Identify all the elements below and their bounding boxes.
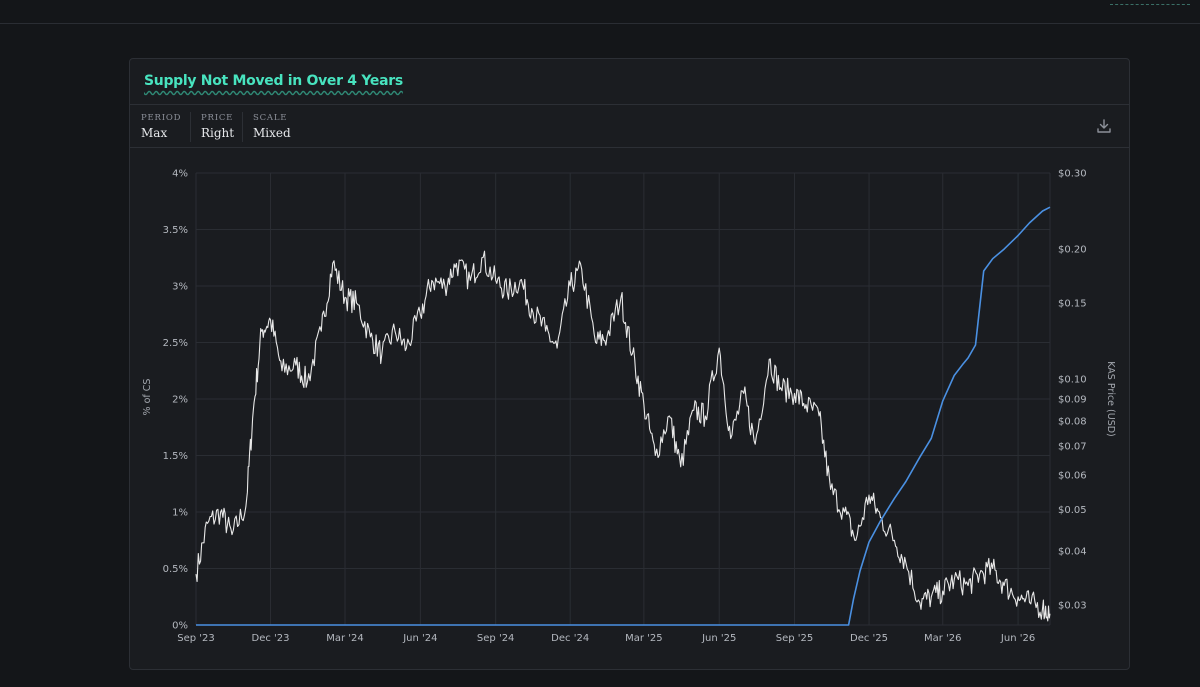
y2-tick-label: $0.30: [1058, 169, 1087, 180]
card-header: Supply Not Moved in Over 4 Years: [130, 59, 1129, 105]
chart-controls: PERIOD Max PRICE Right SCALE Mixed: [130, 105, 1129, 148]
y2-axis-title: KAS Price (USD): [1105, 361, 1116, 437]
x-tick-label: Sep '25: [776, 633, 814, 644]
top-bar-indicator: [1110, 0, 1190, 5]
y-tick-label: 3%: [172, 282, 188, 293]
period-control[interactable]: PERIOD Max: [141, 112, 191, 142]
y2-tick-label: $0.20: [1058, 245, 1087, 256]
y-tick-label: 0%: [172, 621, 188, 632]
y-axis-right: $0.03 $0.04 $0.05 $0.06 $0.07 $0.08 $0.09 $0.10…: [1058, 169, 1087, 612]
chart-card: Supply Not Moved in Over 4 Years PERIOD …: [129, 58, 1130, 670]
y2-tick-label: $0.15: [1058, 299, 1087, 310]
x-tick-label: Sep '24: [477, 633, 515, 644]
scale-value[interactable]: Mixed: [253, 126, 291, 140]
price-value[interactable]: Right: [201, 126, 235, 140]
y-axis-title: % of CS: [142, 379, 153, 416]
price-control[interactable]: PRICE Right: [190, 112, 244, 142]
x-tick-label: Sep '23: [177, 633, 215, 644]
y-axis-left: 0% 0.5% 1% 1.5% 2% 2.5% 3% 3.5% 4%: [163, 169, 188, 632]
x-tick-label: Jun '25: [701, 633, 736, 644]
scale-control[interactable]: SCALE Mixed: [242, 112, 301, 142]
y2-tick-label: $0.03: [1058, 601, 1087, 612]
y2-tick-label: $0.04: [1058, 547, 1087, 558]
x-tick-label: Dec '25: [850, 633, 888, 644]
download-button[interactable]: [1095, 117, 1113, 135]
supply-line: [195, 250, 1051, 622]
x-tick-label: Jun '24: [402, 633, 437, 644]
line-chart: 0%0.5%1%1.5%2%2.5%3%3.5%4% $0.03$0.04$0.…: [142, 169, 1116, 645]
x-tick-label: Mar '24: [326, 633, 364, 644]
x-tick-label: Dec '23: [252, 633, 290, 644]
x-tick-label: Dec '24: [551, 633, 589, 644]
price-label: PRICE: [201, 113, 234, 123]
y-tick-label: 0.5%: [163, 564, 188, 575]
scale-label: SCALE: [253, 113, 288, 123]
x-tick-label: Mar '25: [625, 633, 663, 644]
period-value[interactable]: Max: [141, 126, 168, 140]
y-tick-label: 4%: [172, 169, 188, 180]
download-icon: [1097, 119, 1111, 133]
x-tick-label: Jun '26: [1000, 633, 1035, 644]
y2-tick-label: $0.09: [1058, 395, 1087, 406]
chart-series: [195, 206, 1051, 626]
y2-tick-label: $0.06: [1058, 471, 1087, 482]
y2-tick-label: $0.10: [1058, 375, 1087, 386]
price-line: [196, 206, 1051, 626]
chart-grid: [195, 172, 1051, 626]
y-tick-label: 2.5%: [163, 338, 188, 349]
top-bar: [0, 0, 1200, 24]
y-tick-label: 3.5%: [163, 225, 188, 236]
y-tick-label: 1.5%: [163, 451, 188, 462]
period-label: PERIOD: [141, 113, 182, 123]
chart-title[interactable]: Supply Not Moved in Over 4 Years: [144, 73, 403, 89]
y-tick-label: 1%: [172, 508, 188, 519]
y2-tick-label: $0.05: [1058, 505, 1087, 516]
y-tick-label: 2%: [172, 395, 188, 406]
y2-tick-label: $0.07: [1058, 442, 1087, 453]
y2-tick-label: $0.08: [1058, 417, 1087, 428]
x-tick-label: Mar '26: [924, 633, 962, 644]
x-axis: Sep '23 Dec '23 Mar '24 Jun '24 Sep '24 Dec '…: [177, 633, 1035, 644]
